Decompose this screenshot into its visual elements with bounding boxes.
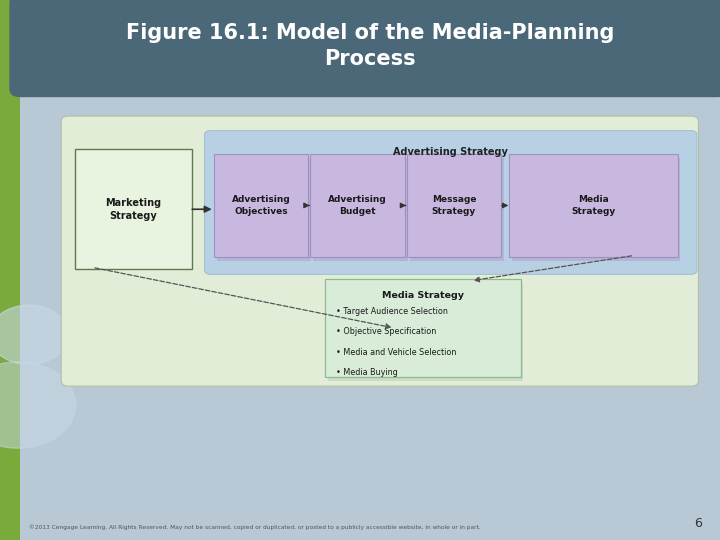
FancyBboxPatch shape [9,0,720,97]
FancyBboxPatch shape [310,154,405,257]
Text: ©2013 Cengage Learning. All Rights Reserved. May not be scanned, copied or dupli: ©2013 Cengage Learning. All Rights Reser… [29,525,480,530]
FancyBboxPatch shape [0,0,20,540]
FancyBboxPatch shape [328,283,523,381]
Text: Media Strategy: Media Strategy [382,291,464,300]
FancyBboxPatch shape [75,149,192,269]
FancyBboxPatch shape [217,158,311,261]
Text: • Media Buying: • Media Buying [336,368,398,377]
FancyBboxPatch shape [214,154,308,257]
FancyBboxPatch shape [407,154,501,257]
Circle shape [0,362,76,448]
Text: • Media and Vehicle Selection: • Media and Vehicle Selection [336,348,456,357]
Text: 6: 6 [694,517,702,530]
FancyBboxPatch shape [313,158,408,261]
FancyBboxPatch shape [509,154,678,257]
Text: • Target Audience Selection: • Target Audience Selection [336,307,448,316]
Text: Advertising
Budget: Advertising Budget [328,195,387,215]
Text: • Objective Specification: • Objective Specification [336,327,436,336]
Text: Figure 16.1: Model of the Media-Planning
Process: Figure 16.1: Model of the Media-Planning… [126,23,614,69]
FancyBboxPatch shape [512,158,680,261]
Text: Advertising Strategy: Advertising Strategy [393,147,508,157]
FancyBboxPatch shape [325,279,521,377]
Text: Marketing
Strategy: Marketing Strategy [106,198,161,221]
Circle shape [0,305,68,364]
Text: Advertising
Objectives: Advertising Objectives [232,195,290,215]
Text: Message
Strategy: Message Strategy [432,195,476,215]
FancyBboxPatch shape [410,158,504,261]
Text: Media
Strategy: Media Strategy [571,195,616,215]
FancyBboxPatch shape [204,131,697,274]
FancyBboxPatch shape [61,116,698,386]
